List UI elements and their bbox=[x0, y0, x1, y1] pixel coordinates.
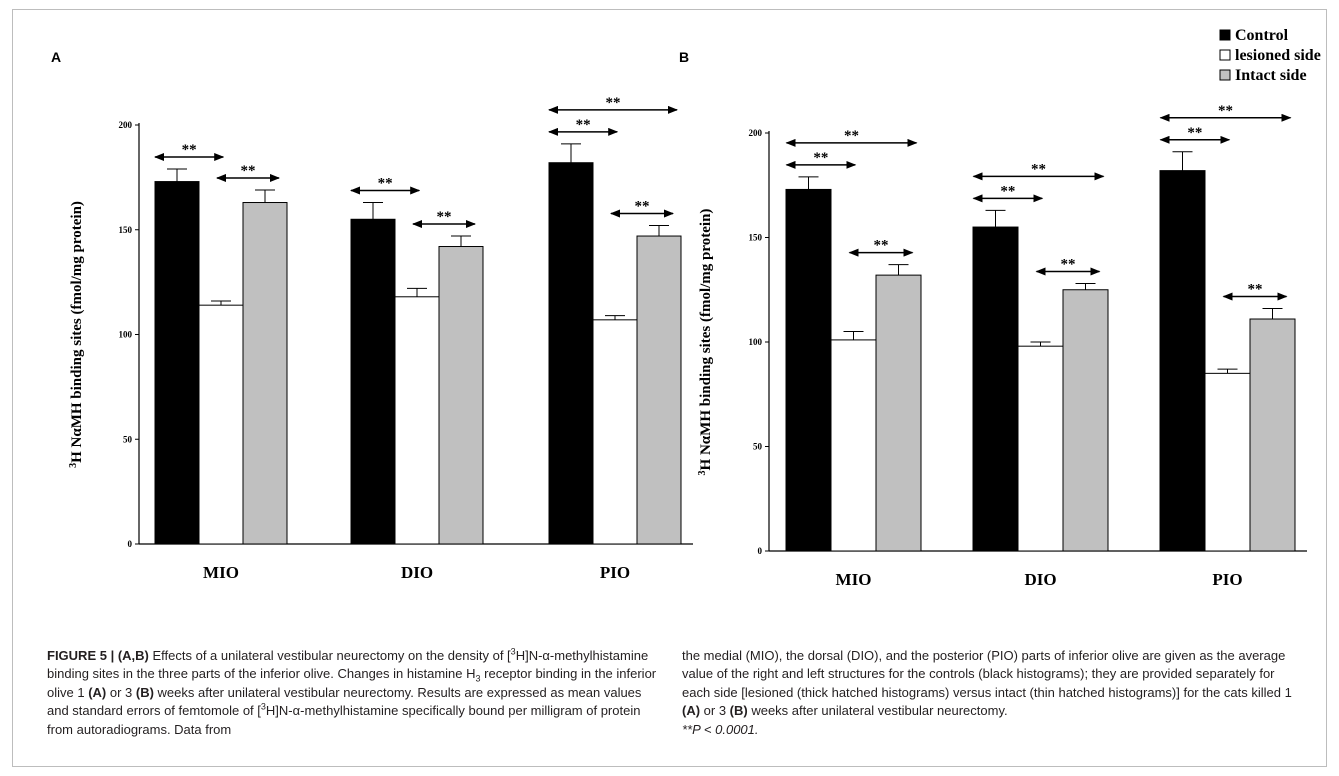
x-category-label: MIO bbox=[203, 563, 239, 582]
legend-label: lesioned side bbox=[1235, 47, 1321, 64]
caption-text: weeks after unilateral vestibular neurec… bbox=[47, 684, 642, 719]
caption-significance-note: **P < 0.0001. bbox=[682, 721, 759, 737]
caption-superscript: 3 bbox=[260, 701, 266, 712]
bar-intact-side-dio bbox=[438, 246, 484, 545]
bar-lesioned-side-dio bbox=[1017, 345, 1064, 552]
caption-lead: FIGURE 5 | (A,B) bbox=[47, 648, 149, 663]
y-axis-label: 3H NαMH binding sites (fmol/mg protein) bbox=[68, 201, 86, 468]
bar-intact-side-pio bbox=[1249, 318, 1296, 552]
bar-intact-side-dio bbox=[1062, 289, 1109, 552]
bar-control-mio bbox=[154, 181, 200, 545]
x-category-label: MIO bbox=[836, 570, 872, 589]
bar-control-pio bbox=[1159, 170, 1206, 552]
significance-label: ** bbox=[874, 238, 889, 254]
significance-label: ** bbox=[378, 176, 393, 192]
significance-label: ** bbox=[1031, 161, 1046, 177]
y-tick-label: 0 bbox=[128, 539, 133, 549]
bar-control-dio bbox=[350, 218, 396, 545]
significance-label: ** bbox=[241, 163, 256, 179]
y-tick-label: 0 bbox=[758, 546, 763, 556]
legend-label: Control bbox=[1235, 27, 1289, 44]
y-axis-label: 3H NαMH binding sites (fmol/mg protein) bbox=[697, 209, 715, 476]
bar-control-dio bbox=[972, 226, 1019, 552]
y-tick-label: 150 bbox=[119, 225, 133, 235]
caption-text: the medial (MIO), the dorsal (DIO), and … bbox=[682, 648, 1292, 700]
significance-label: ** bbox=[1000, 183, 1015, 199]
caption-text: weeks after unilateral vestibular neurec… bbox=[747, 703, 1008, 719]
y-tick-label: 200 bbox=[749, 128, 763, 138]
significance-label: ** bbox=[182, 142, 197, 158]
significance-label: ** bbox=[813, 150, 828, 166]
x-category-label: DIO bbox=[401, 563, 433, 582]
caption-ref-a: (A) bbox=[682, 703, 701, 719]
caption-ref-a: (A) bbox=[88, 684, 107, 700]
caption-text: Effects of a unilateral vestibular neure… bbox=[148, 648, 511, 663]
significance-label: ** bbox=[844, 128, 859, 144]
significance-label: ** bbox=[1218, 103, 1233, 119]
y-axis-label-text: H NαMH binding sites (fmol/mg protein) bbox=[69, 201, 85, 463]
bar-lesioned-side-pio bbox=[592, 319, 638, 545]
y-tick-label: 50 bbox=[123, 434, 133, 444]
y-tick-label: 100 bbox=[749, 337, 763, 347]
caption-subscript: 3 bbox=[475, 674, 481, 684]
y-tick-label: 150 bbox=[749, 233, 763, 243]
caption-superscript: 3 bbox=[510, 646, 516, 657]
x-category-label: DIO bbox=[1024, 570, 1056, 589]
bar-lesioned-side-dio bbox=[394, 296, 440, 545]
bar-control-mio bbox=[785, 188, 832, 552]
significance-label: ** bbox=[437, 209, 452, 225]
caption-right-column: the medial (MIO), the dorsal (DIO), and … bbox=[682, 647, 1297, 739]
y-axis-label-text: H NαMH binding sites (fmol/mg protein) bbox=[698, 209, 714, 471]
bar-control-pio bbox=[548, 162, 594, 545]
panel-letter: B bbox=[679, 49, 689, 65]
caption-text: or 3 bbox=[106, 684, 136, 700]
significance-label: ** bbox=[1187, 125, 1202, 141]
caption-left-column: FIGURE 5 | (A,B) Effects of a unilateral… bbox=[47, 647, 662, 739]
y-tick-label: 100 bbox=[119, 330, 133, 340]
bar-intact-side-mio bbox=[242, 202, 288, 545]
legend-swatch bbox=[1219, 69, 1231, 81]
caption-text: receptor binding in the inferior olive 1 bbox=[47, 666, 657, 700]
chart-panel-a: A 0 50 100 150 200 3H NαMH binding sites (fmol… bbox=[51, 49, 693, 582]
significance-label: ** bbox=[1248, 282, 1263, 298]
y-axis-label-superscript: 3 bbox=[697, 470, 708, 475]
caption-text: H]N-α-methylhistamine specifically bound… bbox=[47, 703, 641, 737]
caption-text: or 3 bbox=[700, 703, 730, 719]
significance-label: ** bbox=[1061, 256, 1076, 272]
y-tick-label: 200 bbox=[119, 120, 133, 130]
x-category-label: PIO bbox=[1212, 570, 1242, 589]
significance-label: ** bbox=[606, 95, 621, 111]
legend-swatch bbox=[1219, 29, 1231, 41]
figure-frame bbox=[12, 9, 1327, 767]
bar-intact-side-mio bbox=[875, 274, 922, 552]
bar-lesioned-side-mio bbox=[198, 304, 244, 545]
bar-lesioned-side-pio bbox=[1204, 372, 1251, 552]
legend-swatch bbox=[1219, 49, 1231, 61]
x-category-label: PIO bbox=[600, 563, 630, 582]
chart-panel-b: B 0 50 100 150 200 3H NαMH binding sites (fmol… bbox=[679, 27, 1321, 589]
y-axis-label-superscript: 3 bbox=[68, 463, 79, 468]
figure-5: A 0 50 100 150 200 3H NαMH binding sites (fmol… bbox=[13, 10, 1326, 642]
y-tick-label: 50 bbox=[753, 442, 763, 452]
legend-label: Intact side bbox=[1235, 67, 1307, 84]
significance-label: ** bbox=[576, 117, 591, 133]
caption-ref-b: (B) bbox=[135, 684, 154, 700]
caption-ref-b: (B) bbox=[729, 703, 748, 719]
bar-lesioned-side-mio bbox=[830, 339, 877, 552]
caption-text: H]N-α-methylhistamine binding sites in t… bbox=[47, 648, 649, 682]
panel-letter: A bbox=[51, 49, 61, 65]
bar-intact-side-pio bbox=[636, 235, 682, 545]
significance-label: ** bbox=[635, 199, 650, 215]
